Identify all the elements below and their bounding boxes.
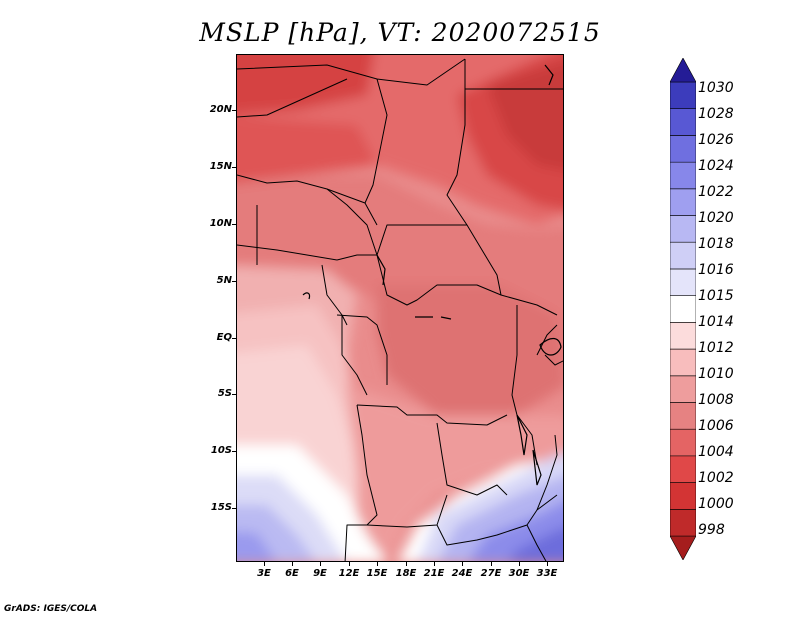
lat-label-10s: 10S [210, 445, 232, 456]
colorbar-segment [670, 81, 696, 110]
colorbar-segment [670, 215, 696, 243]
lon-tick [547, 562, 548, 566]
colorbar-segment [670, 188, 696, 216]
colorbar-segment [670, 268, 696, 296]
lat-tick [232, 338, 236, 339]
lon-tick [292, 562, 293, 566]
grads-credit: GrADS: IGES/COLA [4, 604, 98, 614]
colorbar-segment [670, 348, 696, 377]
lon-tick [377, 562, 378, 566]
colorbar-label-998: 998 [698, 522, 725, 538]
colorbar-label-1008: 1008 [698, 392, 734, 408]
colorbar-label-1020: 1020 [698, 210, 734, 226]
lon-label-6e: 6E [285, 568, 299, 579]
map-title: MSLP [hPa], VT: 2020072515 [199, 18, 601, 47]
pressure-field [237, 55, 563, 561]
colorbar-label-1014: 1014 [698, 314, 734, 330]
lon-tick [434, 562, 435, 566]
lon-tick [519, 562, 520, 566]
colorbar-label-1024: 1024 [698, 158, 734, 174]
colorbar-segment [670, 135, 696, 163]
lon-tick [491, 562, 492, 566]
colorbar-segment [670, 161, 696, 190]
lat-label-eq: EQ [216, 332, 232, 343]
colorbar-segment [670, 295, 696, 323]
lon-label-24e: 24E [451, 568, 473, 579]
lat-label-20n: 20N [209, 104, 232, 115]
lat-tick [232, 451, 236, 452]
colorbar-label-1010: 1010 [698, 366, 734, 382]
pressure-map [236, 54, 564, 562]
lon-tick [406, 562, 407, 566]
colorbar-segment [670, 455, 696, 483]
lat-tick [232, 110, 236, 111]
lon-tick [264, 562, 265, 566]
lat-label-5s: 5S [217, 388, 232, 399]
colorbar-segment [670, 482, 696, 510]
colorbar-label-1016: 1016 [698, 262, 734, 278]
colorbar-label-1026: 1026 [698, 132, 734, 148]
lon-label-30e: 30E [508, 568, 530, 579]
lat-tick [232, 508, 236, 509]
lon-label-12e: 12E [338, 568, 360, 579]
lon-tick [320, 562, 321, 566]
colorbar-segment [670, 428, 696, 457]
colorbar-segment [670, 108, 696, 136]
lon-tick [462, 562, 463, 566]
lon-label-18e: 18E [395, 568, 417, 579]
colorbar-label-1012: 1012 [698, 340, 734, 356]
colorbar-segment [670, 508, 696, 537]
lat-label-10n: 10N [209, 218, 232, 229]
colorbar-label-1018: 1018 [698, 236, 734, 252]
lon-label-33e: 33E [536, 568, 558, 579]
colorbar-label-1002: 1002 [698, 470, 734, 486]
colorbar-label-1004: 1004 [698, 444, 734, 460]
colorbar-label-1030: 1030 [698, 80, 734, 96]
lon-label-9e: 9E [313, 568, 327, 579]
lat-label-15n: 15N [209, 161, 232, 172]
colorbar-label-1015: 1015 [698, 288, 734, 304]
colorbar-label-1028: 1028 [698, 106, 734, 122]
lon-label-21e: 21E [423, 568, 445, 579]
colorbar [670, 58, 696, 560]
lat-tick [232, 394, 236, 395]
lat-label-15s: 15S [210, 502, 232, 513]
lat-tick [232, 167, 236, 168]
colorbar-segment [670, 402, 696, 430]
lon-label-3e: 3E [257, 568, 271, 579]
lon-tick [349, 562, 350, 566]
lon-label-15e: 15E [366, 568, 388, 579]
lon-label-27e: 27E [480, 568, 502, 579]
colorbar-segment [670, 241, 696, 270]
colorbar-segment [670, 375, 696, 403]
colorbar-label-1006: 1006 [698, 418, 734, 434]
colorbar-segment [670, 322, 696, 350]
lat-label-5n: 5N [216, 275, 232, 286]
colorbar-label-1022: 1022 [698, 184, 734, 200]
lat-tick [232, 224, 236, 225]
colorbar-segment [670, 58, 696, 83]
colorbar-segment [670, 535, 696, 560]
colorbar-label-1000: 1000 [698, 496, 734, 512]
lat-tick [232, 281, 236, 282]
